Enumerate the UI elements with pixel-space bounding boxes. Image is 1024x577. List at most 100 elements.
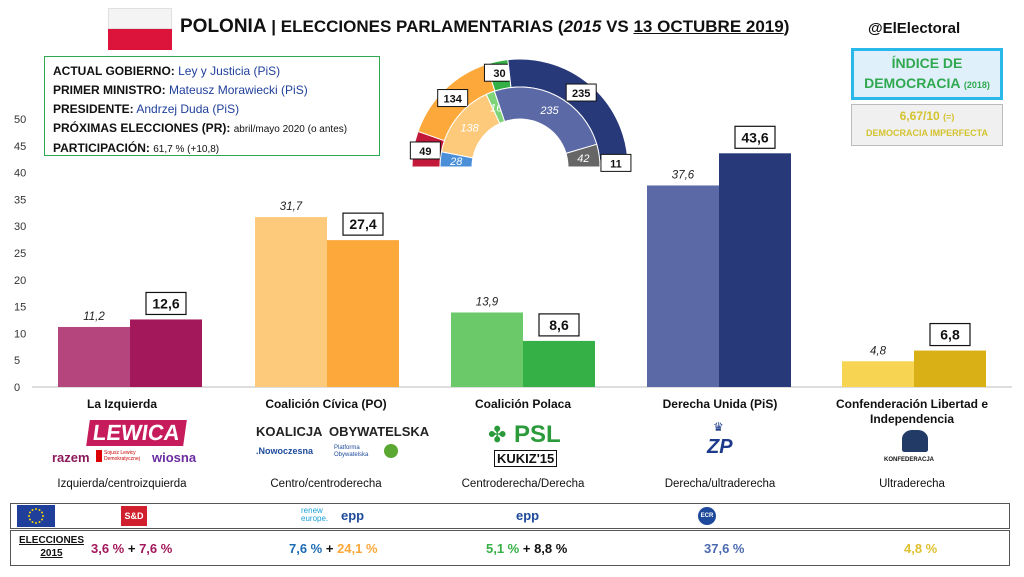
title-country: POLONIA bbox=[180, 16, 267, 37]
data-label-2019-box bbox=[929, 322, 971, 347]
sd-logo: S&D bbox=[121, 506, 147, 526]
eu-flag-icon bbox=[17, 505, 55, 527]
y-tick-label: 45 bbox=[14, 141, 26, 153]
y-tick-label: 10 bbox=[14, 328, 26, 340]
next-election-row: PRÓXIMAS ELECCIONES (PR): abril/mayo 202… bbox=[53, 121, 348, 135]
title-date: 13 OCTUBRE 2019 bbox=[633, 17, 784, 36]
data-label-2015: 31,7 bbox=[280, 201, 303, 213]
orientation-confederacion: Ultraderecha bbox=[879, 478, 945, 490]
y-tick-label: 40 bbox=[14, 168, 26, 180]
data-label-2019-box bbox=[342, 212, 384, 236]
pm-row: PRIMER MINISTRO: Mateusz Morawiecki (PiS… bbox=[53, 83, 308, 97]
koalicja-obywatelska-logo: KOALICJA OBYWATELSKA .Nowoczesna Platfor… bbox=[256, 424, 430, 458]
title-vs: VS bbox=[601, 17, 634, 36]
y-tick-label: 15 bbox=[14, 302, 26, 314]
vote-share-bar-chart: 0 5 10 15 20 25 30 35 40 45 50 11,2 12,6 31,7 27,4 13,9… bbox=[14, 114, 1012, 394]
eu-star-icon bbox=[31, 508, 34, 511]
data-label-2015: 37,6 bbox=[672, 169, 695, 181]
seat-label-2019: 235 bbox=[572, 88, 590, 100]
title-separator: | bbox=[271, 17, 277, 36]
eu-star-icon bbox=[38, 508, 41, 511]
elections-2015-row: ELECCIONES 2015 3,6 % + 7,6 % 7,6 % + 24,… bbox=[10, 530, 1010, 566]
elections-2015-label: ELECCIONES 2015 bbox=[19, 535, 85, 559]
history-coalicion-civica: 7,6 % + 24,1 % bbox=[289, 541, 378, 556]
eu-star-icon bbox=[42, 515, 44, 517]
bar-2015 bbox=[255, 217, 327, 387]
bar-2019 bbox=[327, 240, 399, 387]
seat-label-2019: 134 bbox=[444, 94, 463, 106]
data-label-2019: 27,4 bbox=[349, 216, 376, 232]
orientation-coalicion-polaca: Centroderecha/Derecha bbox=[461, 478, 585, 490]
bar-2015 bbox=[58, 326, 130, 387]
bar-2019 bbox=[130, 319, 202, 387]
bar-2019 bbox=[523, 340, 595, 387]
eu-star-icon bbox=[41, 518, 44, 521]
government-info-box: ACTUAL GOBIERNO: Ley y Justicia (PiS) PR… bbox=[44, 56, 380, 156]
y-tick-label: 30 bbox=[14, 221, 26, 233]
history-coalicion-polaca: 5,1 % + 8,8 % bbox=[486, 541, 568, 556]
y-tick-label: 35 bbox=[14, 194, 26, 206]
data-label-2019-box bbox=[734, 125, 776, 149]
twitter-handle: @ElElectoral bbox=[868, 20, 961, 37]
epp-logo-2: epp bbox=[516, 508, 540, 523]
eu-stars-icon bbox=[28, 508, 44, 524]
category-label-coalicion-civica: Coalición Cívica (PO) bbox=[265, 397, 387, 411]
y-tick-label: 5 bbox=[14, 355, 20, 367]
page-title: POLONIA | ELECCIONES PARLAMENTARIAS (201… bbox=[180, 16, 789, 38]
orientation-coalicion-civica: Centro/centroderecha bbox=[270, 478, 382, 490]
president-row: PRESIDENTE: Andrzej Duda (PiS) bbox=[53, 102, 240, 116]
konfederacja-logo: KONFEDERACJA bbox=[880, 430, 950, 472]
renew-europe-logo: renew europe. bbox=[301, 506, 329, 523]
seat-label-2015: 42 bbox=[577, 153, 589, 165]
inner-segment bbox=[565, 143, 601, 168]
data-label-2019-box bbox=[538, 313, 580, 337]
data-label-2015: 11,2 bbox=[83, 311, 105, 323]
eu-star-icon bbox=[41, 511, 44, 514]
data-label-2019: 8,6 bbox=[549, 317, 569, 333]
category-label-izquierda: La Izquierda bbox=[86, 397, 157, 411]
ecr-logo: ECR bbox=[698, 507, 716, 525]
seat-label-box bbox=[409, 141, 441, 160]
eu-star-icon bbox=[35, 522, 37, 524]
eu-groups-row: S&D renew europe. epp epp ECR bbox=[10, 503, 1010, 529]
eu-star-icon bbox=[28, 518, 31, 521]
title-main: ELECCIONES PARLAMENTARIAS ( bbox=[280, 17, 564, 36]
category-label-confederacion: Confenderación Libertad e Independencia bbox=[835, 397, 989, 426]
democracy-score-box: 6,67/10 (=) DEMOCRACIA IMPERFECTA bbox=[851, 104, 1003, 146]
data-label-2019-box bbox=[145, 291, 187, 316]
platforma-dot-icon bbox=[384, 444, 398, 458]
history-izquierda: 3,6 % + 7,6 % bbox=[91, 541, 173, 556]
bar-2015 bbox=[842, 361, 914, 387]
epp-logo: epp bbox=[341, 508, 365, 523]
poland-flag bbox=[108, 8, 172, 50]
gov-row: ACTUAL GOBIERNO: Ley y Justicia (PiS) bbox=[53, 64, 281, 78]
zjednoczona-prawica-logo: ♛ ZP bbox=[707, 420, 733, 458]
category-label-derecha-unida: Derecha Unida (PiS) bbox=[662, 397, 778, 411]
title-prev-year: 2015 bbox=[563, 17, 602, 36]
democracy-title-2: DEMOCRACIA bbox=[864, 75, 960, 91]
seat-label-2015: 235 bbox=[539, 105, 559, 117]
seat-label-2015: 138 bbox=[460, 123, 479, 135]
data-label-2015: 4,8 bbox=[870, 345, 887, 357]
bar-2019 bbox=[719, 153, 791, 387]
bar-2019 bbox=[914, 350, 986, 387]
orientation-derecha-unida: Derecha/ultraderecha bbox=[664, 478, 776, 490]
data-label-2019: 12,6 bbox=[152, 295, 179, 311]
orientation-izquierda: Izquierda/centroizquierda bbox=[57, 478, 187, 490]
seat-label-box bbox=[600, 153, 632, 172]
crown-icon bbox=[902, 430, 928, 452]
clover-icon: ✤ bbox=[488, 422, 507, 447]
y-tick-label: 0 bbox=[14, 382, 20, 394]
democracy-score: 6,67/10 bbox=[899, 109, 940, 123]
history-confederacion: 4,8 % bbox=[904, 541, 938, 556]
eu-star-icon bbox=[31, 521, 34, 524]
psl-kukiz-logo: ✤ PSL KUKIZ'15 bbox=[488, 421, 561, 467]
seat-label-2019: 30 bbox=[493, 68, 505, 80]
bar-2015 bbox=[647, 185, 719, 387]
data-label-2019: 6,8 bbox=[940, 327, 960, 343]
y-tick-label: 50 bbox=[14, 114, 26, 126]
eu-star-icon bbox=[28, 515, 30, 517]
data-label-2019: 43,6 bbox=[741, 129, 768, 145]
eagle-icon: ♛ bbox=[713, 420, 724, 434]
